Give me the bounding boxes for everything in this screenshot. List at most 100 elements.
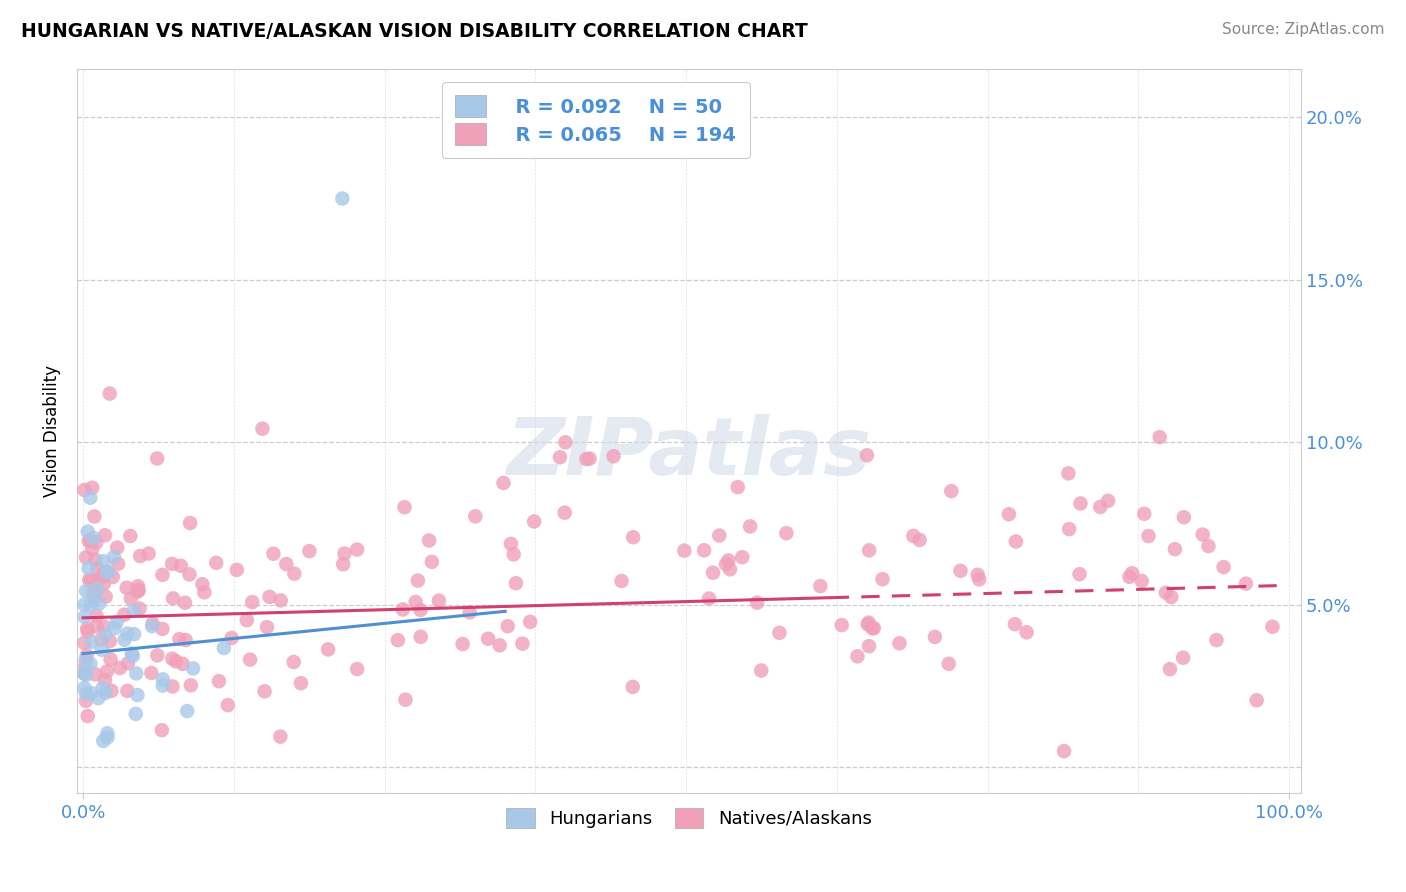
Point	[83, 592, 105, 607]
Point	[91, 566, 114, 581]
Point	[405, 595, 427, 609]
Point	[146, 451, 169, 466]
Point	[77, 533, 100, 548]
Point	[129, 549, 152, 563]
Point	[86, 619, 108, 633]
Point	[86, 582, 108, 596]
Point	[79, 598, 101, 612]
Point	[94, 528, 117, 542]
Point	[283, 655, 305, 669]
Point	[505, 576, 527, 591]
Point	[418, 533, 440, 548]
Point	[73, 598, 96, 612]
Point	[512, 637, 534, 651]
Point	[693, 543, 716, 558]
Point	[100, 683, 122, 698]
Point	[420, 555, 443, 569]
Point	[105, 615, 128, 629]
Point	[332, 192, 354, 206]
Point	[1197, 539, 1219, 553]
Point	[252, 422, 274, 436]
Point	[80, 686, 103, 700]
Point	[169, 632, 191, 646]
Point	[949, 564, 972, 578]
Point	[858, 639, 880, 653]
Point	[91, 570, 114, 584]
Point	[259, 590, 281, 604]
Point	[225, 563, 247, 577]
Point	[731, 550, 754, 565]
Point	[179, 567, 201, 582]
Point	[141, 619, 163, 633]
Point	[170, 558, 193, 573]
Point	[862, 621, 884, 635]
Point	[392, 602, 415, 616]
Point	[262, 547, 284, 561]
Point	[768, 625, 790, 640]
Point	[84, 553, 107, 567]
Point	[718, 562, 741, 576]
Point	[103, 621, 125, 635]
Point	[94, 686, 117, 700]
Point	[86, 608, 108, 623]
Point	[107, 557, 129, 571]
Point	[76, 524, 98, 539]
Point	[76, 648, 98, 663]
Point	[714, 558, 737, 572]
Point	[747, 596, 769, 610]
Point	[346, 542, 368, 557]
Point	[82, 588, 104, 602]
Point	[394, 500, 416, 515]
Point	[1097, 493, 1119, 508]
Point	[1057, 522, 1080, 536]
Point	[152, 567, 174, 582]
Point	[114, 632, 136, 647]
Point	[93, 577, 115, 591]
Point	[477, 632, 499, 646]
Point	[82, 481, 104, 495]
Point	[94, 673, 117, 688]
Point	[621, 680, 644, 694]
Point	[94, 628, 117, 642]
Point	[1004, 617, 1026, 632]
Point	[79, 491, 101, 505]
Point	[1261, 620, 1284, 634]
Point	[162, 680, 184, 694]
Point	[1154, 585, 1177, 599]
Point	[162, 651, 184, 665]
Point	[160, 557, 183, 571]
Point	[270, 593, 292, 607]
Point	[122, 648, 145, 663]
Point	[998, 508, 1021, 522]
Point	[84, 579, 107, 593]
Point	[122, 627, 145, 641]
Point	[79, 573, 101, 587]
Point	[1171, 650, 1194, 665]
Point	[174, 633, 197, 648]
Point	[221, 631, 243, 645]
Point	[903, 529, 925, 543]
Point	[208, 674, 231, 689]
Point	[1133, 507, 1156, 521]
Point	[575, 452, 598, 467]
Point	[91, 681, 114, 696]
Point	[856, 617, 879, 632]
Point	[76, 624, 98, 639]
Point	[283, 566, 305, 581]
Point	[127, 583, 149, 598]
Point	[73, 483, 96, 497]
Point	[1090, 500, 1112, 514]
Point	[75, 694, 97, 708]
Point	[727, 480, 749, 494]
Point	[86, 561, 108, 575]
Point	[346, 662, 368, 676]
Point	[122, 604, 145, 618]
Point	[717, 553, 740, 567]
Point	[73, 666, 96, 681]
Point	[96, 726, 118, 740]
Point	[76, 621, 98, 635]
Point	[79, 533, 101, 548]
Point	[239, 652, 262, 666]
Point	[91, 734, 114, 748]
Point	[621, 530, 644, 544]
